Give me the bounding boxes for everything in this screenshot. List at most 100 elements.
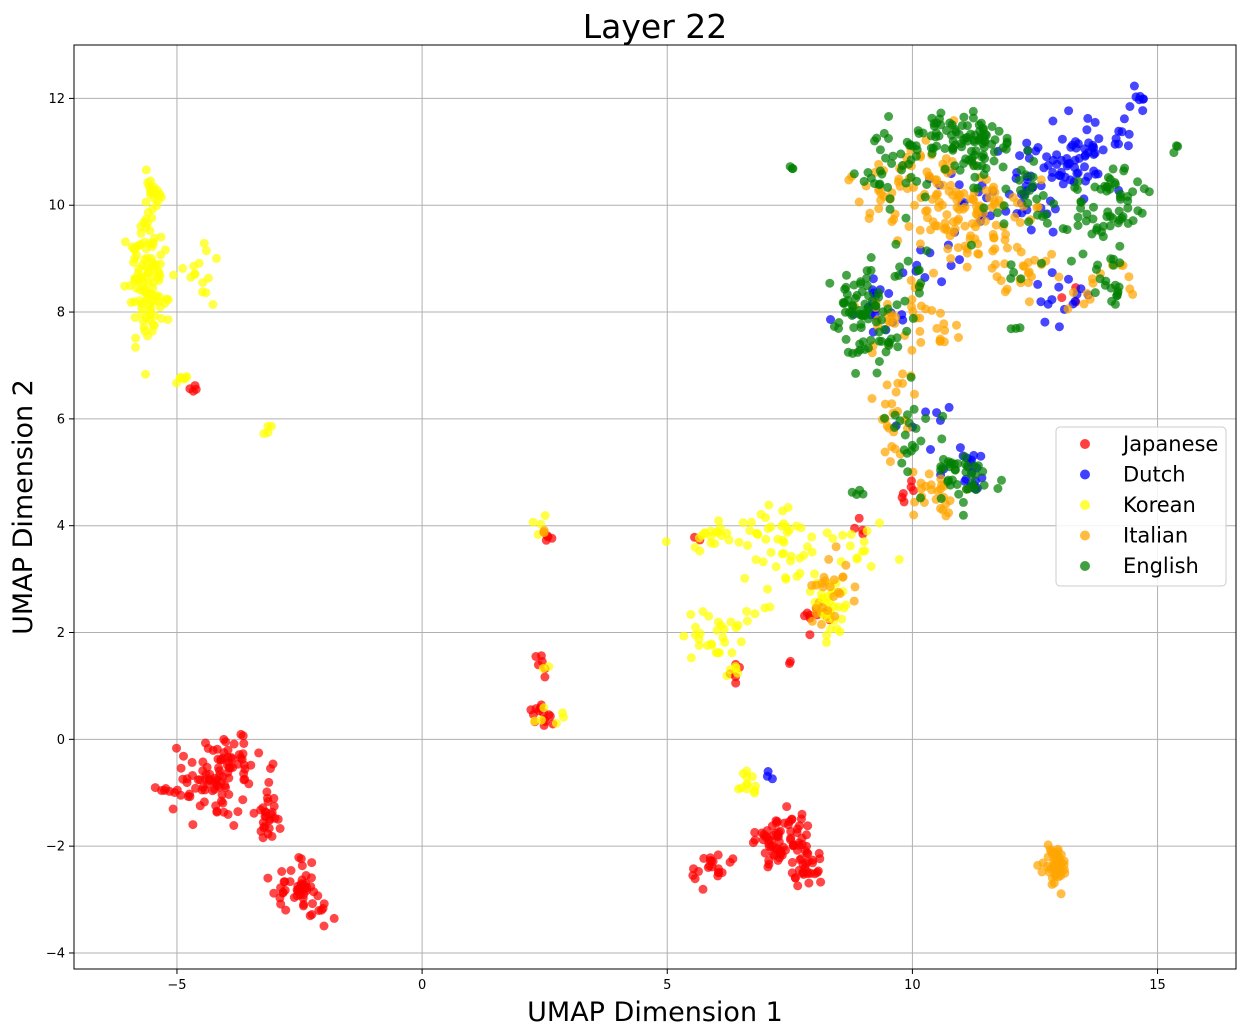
data-point — [911, 423, 921, 433]
data-point — [898, 489, 908, 498]
data-point — [778, 506, 788, 516]
data-point — [694, 641, 704, 650]
data-point — [208, 786, 217, 796]
data-point — [1072, 185, 1082, 194]
data-point — [872, 368, 882, 378]
data-point — [1105, 184, 1115, 194]
data-point — [907, 302, 916, 312]
data-point — [1019, 262, 1029, 271]
data-point — [851, 368, 861, 378]
data-point — [1082, 209, 1092, 219]
data-point — [903, 467, 913, 477]
data-point — [909, 510, 919, 520]
data-point — [914, 288, 924, 298]
data-point — [899, 497, 909, 507]
grid-lines — [74, 45, 1236, 969]
data-point — [805, 630, 815, 640]
data-point — [1066, 175, 1075, 185]
x-tick-label: 15 — [1149, 978, 1166, 993]
data-point — [1054, 322, 1064, 332]
data-point — [955, 443, 965, 453]
data-point — [1025, 186, 1035, 195]
data-point — [273, 814, 283, 824]
data-point — [750, 835, 760, 845]
x-tick-label: 5 — [663, 978, 671, 993]
data-point — [1015, 218, 1025, 227]
data-point — [229, 821, 239, 830]
data-point — [847, 300, 857, 310]
data-point — [859, 537, 869, 547]
data-point — [263, 793, 272, 803]
data-point — [1043, 299, 1053, 309]
data-point — [862, 526, 872, 536]
data-point — [826, 315, 835, 324]
data-point — [236, 729, 246, 739]
legend-label: Dutch — [1123, 463, 1186, 487]
data-point — [752, 529, 762, 539]
data-point — [1098, 232, 1108, 242]
data-point — [866, 335, 876, 345]
data-point — [810, 569, 819, 579]
data-point — [1047, 879, 1057, 889]
data-point — [1169, 148, 1179, 158]
data-point — [907, 476, 916, 486]
data-point — [858, 546, 868, 556]
data-point — [807, 532, 817, 542]
data-point — [1073, 212, 1083, 222]
data-point — [807, 580, 817, 590]
data-point — [892, 300, 902, 310]
series-english — [785, 106, 1183, 520]
data-point — [269, 801, 279, 811]
data-point — [528, 517, 538, 527]
data-point — [824, 554, 834, 564]
data-point — [239, 769, 249, 779]
data-point — [1090, 148, 1100, 158]
data-point — [880, 447, 890, 457]
data-point — [999, 201, 1009, 211]
data-point — [893, 342, 903, 352]
data-point — [943, 244, 953, 254]
data-point — [910, 200, 920, 210]
data-point — [940, 164, 950, 174]
data-point — [144, 181, 154, 191]
data-point — [778, 842, 788, 852]
data-point — [719, 624, 729, 634]
data-point — [952, 480, 962, 489]
data-point — [1138, 106, 1148, 116]
data-point — [980, 216, 990, 226]
data-point — [266, 764, 275, 773]
data-point — [852, 553, 862, 563]
data-point — [307, 858, 317, 868]
data-point — [239, 739, 249, 748]
data-point — [787, 857, 797, 867]
y-tick-label: −2 — [46, 840, 65, 855]
data-point — [830, 611, 840, 621]
data-point — [1076, 203, 1086, 213]
data-point — [1063, 304, 1073, 314]
data-point — [1023, 198, 1033, 208]
data-point — [724, 535, 734, 545]
data-point — [938, 411, 948, 421]
data-point — [885, 338, 894, 348]
data-point — [1117, 213, 1127, 223]
data-point — [750, 609, 760, 619]
data-point — [882, 380, 892, 390]
data-point — [1139, 94, 1148, 104]
data-point — [868, 274, 878, 284]
data-point — [758, 557, 768, 567]
data-point — [130, 313, 140, 322]
data-point — [1058, 179, 1068, 189]
data-point — [968, 106, 978, 116]
data-point — [1067, 140, 1077, 150]
data-point — [938, 505, 948, 515]
data-point — [900, 296, 910, 306]
data-point — [1002, 284, 1012, 294]
data-point — [212, 806, 222, 816]
data-point — [227, 754, 237, 764]
data-point — [991, 220, 1001, 230]
data-point — [199, 797, 209, 807]
data-point — [866, 253, 876, 262]
data-point — [808, 855, 818, 865]
data-point — [864, 304, 874, 314]
data-point — [960, 452, 970, 462]
